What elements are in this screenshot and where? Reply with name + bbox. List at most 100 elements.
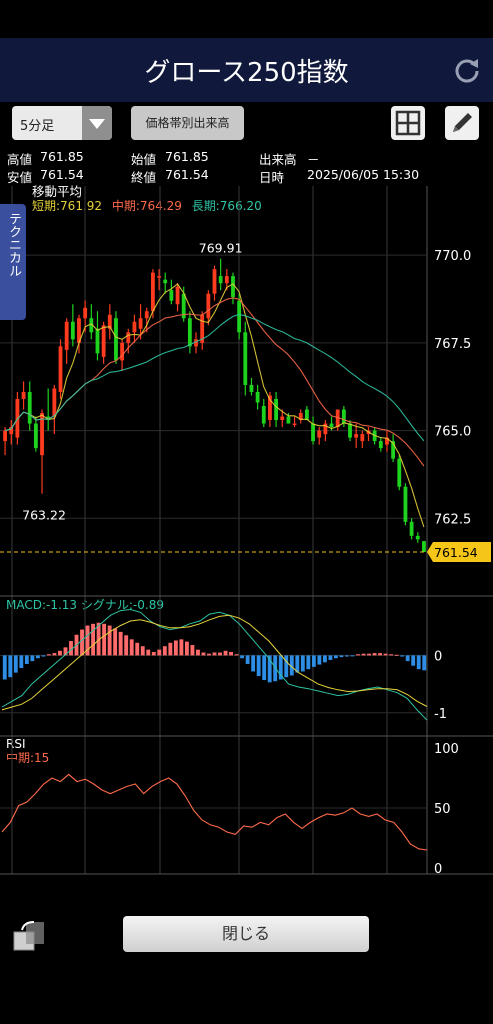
candle-body [231,276,235,298]
candle-body [101,325,106,357]
macd-histogram-bar [295,655,300,673]
legend-short: 短期:761.92 [32,199,102,213]
candle-body [181,293,186,319]
close-button[interactable]: 閉じる [123,916,369,952]
candle-body [261,406,266,424]
current-price-badge [427,541,491,562]
candle-body [46,416,51,421]
candle-body [237,300,242,333]
candle-body [187,318,192,347]
volume-profile-button[interactable]: 価格帯別出来高 [131,106,244,140]
macd-histogram-bar [162,646,167,656]
candle-body [138,318,143,329]
candle-body [255,391,260,403]
candle-body [268,395,272,421]
candle-body [9,427,14,435]
macd-histogram-bar [184,641,189,656]
candle-body [40,413,44,456]
macd-histogram-bar [245,655,250,664]
candle-body [126,332,131,343]
open-value: 761.85 [165,149,209,164]
macd-histogram-bar [19,655,24,669]
candle-body [415,535,420,540]
legend-mid: 中期:764.29 [112,198,182,213]
macd-histogram-bar [339,655,344,658]
macd-histogram-bar [129,639,134,656]
long-ma-line [4,313,425,442]
macd-histogram-bar [289,655,294,676]
header-bar: グロース250指数 [0,38,493,102]
candle-body [243,332,248,385]
candle-body [286,416,291,424]
low-annotation: 763.22 [22,508,66,523]
candle-body [107,314,112,329]
candle-body [175,286,180,305]
candle-body [200,314,205,343]
technical-tab[interactable]: テクニカル [0,204,26,320]
pencil-icon[interactable] [445,106,479,140]
rotate-icon[interactable] [12,918,48,952]
macd-histogram-bar [140,646,145,656]
macd-histogram-bar [234,654,239,656]
macd-histogram-bar [383,653,388,656]
candle-body [422,541,426,552]
high-value: 761.85 [40,149,84,164]
candle-body [169,290,174,301]
candle-body [224,276,229,284]
macd-histogram-bar [151,651,156,656]
macd-histogram-bar [91,623,96,656]
candle-body [3,430,7,442]
macd-histogram-bar [69,641,73,656]
macd-histogram-bar [317,655,322,665]
candle-body [33,423,38,449]
candle-body [304,409,309,421]
macd-histogram-bar [80,629,84,656]
macd-histogram-bar [212,652,217,656]
volume-value: － [307,152,320,167]
candle-body [298,413,303,421]
candle-body [120,342,125,361]
candle-body [77,318,81,343]
candle-body [27,391,32,424]
candle-body [157,276,161,278]
candle-body [323,423,328,435]
candle-body [150,272,155,312]
ma-legend: 短期:761.92 中期:764.29 長期:766.20 [32,198,262,213]
stock-chart[interactable]: 移動平均 短期:761.92 中期:764.29 長期:766.20 MACD:… [0,184,493,878]
candle-body [391,441,396,459]
macd-histogram-bar [411,655,416,666]
status-bar [0,0,493,38]
macd-histogram-bar [394,654,399,656]
macd-histogram-bar [46,654,51,656]
candle-body [292,423,297,426]
macd-histogram-bar [262,655,267,681]
macd-histogram-bar [102,623,107,656]
close-value: 761.54 [165,167,209,182]
macd-histogram-bar [300,655,305,672]
macd-histogram-bar [416,655,421,670]
macd-histogram-bar [229,651,233,656]
macd-tick-label: -1 [434,707,447,722]
grid-icon[interactable] [391,106,425,140]
macd-histogram-bar [367,653,371,656]
page-title: グロース250指数 [144,58,349,88]
macd-histogram-bar [24,655,29,664]
macd-histogram-bar [190,645,195,656]
macd-histogram-bar [350,655,355,657]
close-label: 終値 [131,170,157,185]
refresh-icon[interactable] [453,56,481,84]
macd-histogram-bar [107,625,112,656]
candle-body [409,521,414,536]
macd-histogram-bar [356,654,360,656]
rsi-line [1,773,428,851]
candle-body [194,339,198,347]
macd-histogram-bar [135,642,140,656]
macd-histogram-bar [35,655,40,659]
interval-select[interactable]: 5分足 [12,106,112,140]
macd-histogram-bar [157,649,162,656]
candle-body [212,269,217,294]
macd-histogram-bar [422,655,427,671]
macd-histogram-bar [345,655,349,657]
macd-histogram-bar [378,653,383,656]
macd-histogram-bar [63,647,68,656]
